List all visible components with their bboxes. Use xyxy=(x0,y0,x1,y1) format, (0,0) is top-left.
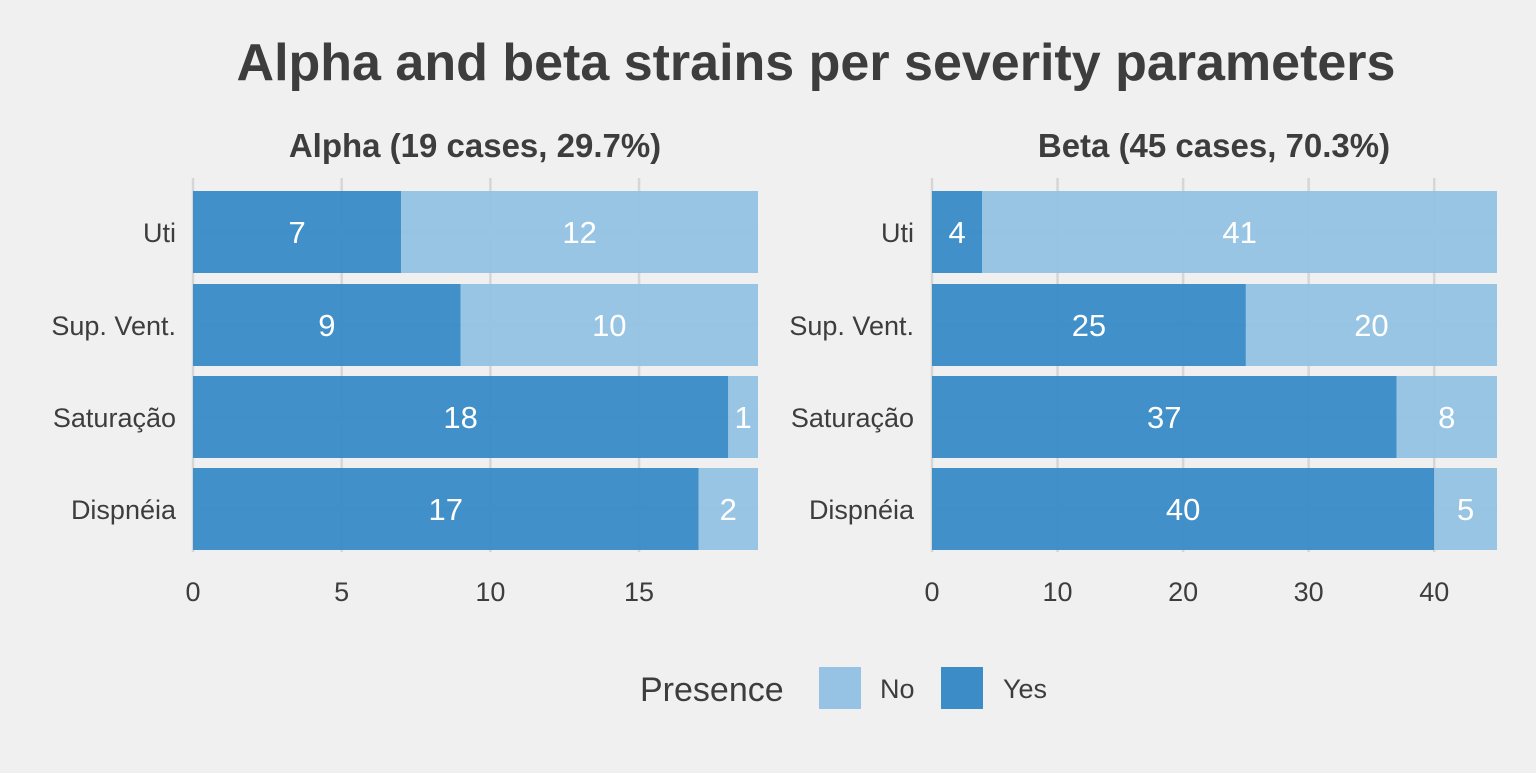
bar-dispneia-no xyxy=(1434,468,1497,550)
panel-alpha: Alpha (19 cases, 29.7%) 0 5 10 15 Uti Sup. Ven… xyxy=(51,127,758,607)
x-tick-label: 10 xyxy=(475,577,505,607)
data-label-uti-yes: 4 xyxy=(948,215,965,250)
data-label-saturacao-no: 8 xyxy=(1438,400,1455,435)
bar-saturacao-yes xyxy=(932,376,1397,458)
data-label-uti-yes: 7 xyxy=(288,215,305,250)
y-tick-label-uti: Uti xyxy=(143,218,176,248)
x-tick-label: 5 xyxy=(334,577,349,607)
data-label-sup-vent-no: 20 xyxy=(1354,308,1388,343)
data-label-dispneia-yes: 40 xyxy=(1166,492,1200,527)
bar-uti-no xyxy=(982,191,1497,273)
bar-uti-yes xyxy=(932,191,983,273)
data-label-dispneia-no: 2 xyxy=(720,492,737,527)
panel-beta: Beta (45 cases, 70.3%) 0 10 20 30 40 Uti Sup. V… xyxy=(789,127,1497,607)
bar-sup-vent-no xyxy=(460,284,758,366)
legend-swatch-yes xyxy=(941,667,983,709)
bar-sup-vent-yes xyxy=(932,284,1246,366)
data-label-dispneia-yes: 17 xyxy=(429,492,463,527)
data-label-saturacao-yes: 18 xyxy=(443,400,477,435)
bar-saturacao-yes xyxy=(193,376,729,458)
data-label-sup-vent-yes: 9 xyxy=(318,308,335,343)
panel-title-beta: Beta (45 cases, 70.3%) xyxy=(1038,127,1390,164)
legend-swatch-no xyxy=(819,667,861,709)
bar-uti-yes xyxy=(193,191,402,273)
x-tick-label: 15 xyxy=(624,577,654,607)
bar-sup-vent-no xyxy=(1245,284,1497,366)
data-label-dispneia-no: 5 xyxy=(1457,492,1474,527)
chart-title: Alpha and beta strains per severity para… xyxy=(237,34,1396,92)
panel-title-alpha: Alpha (19 cases, 29.7%) xyxy=(289,127,661,164)
legend: Presence No Yes xyxy=(640,667,1047,709)
legend-label-yes: Yes xyxy=(1003,674,1047,704)
x-tick-label: 0 xyxy=(185,577,200,607)
bar-dispneia-no xyxy=(698,468,758,550)
y-tick-label-dispneia: Dispnéia xyxy=(71,495,177,525)
legend-label-no: No xyxy=(880,674,915,704)
x-tick-label: 40 xyxy=(1419,577,1449,607)
bar-saturacao-no xyxy=(728,376,758,458)
data-label-saturacao-yes: 37 xyxy=(1147,400,1181,435)
y-tick-label-sup-vent: Sup. Vent. xyxy=(789,311,914,341)
x-tick-label: 10 xyxy=(1043,577,1073,607)
y-tick-label-sup-vent: Sup. Vent. xyxy=(51,311,176,341)
bar-sup-vent-yes xyxy=(193,284,461,366)
y-tick-label-saturacao: Saturação xyxy=(53,403,176,433)
bar-dispneia-yes xyxy=(193,468,699,550)
data-label-uti-no: 12 xyxy=(562,215,596,250)
data-label-uti-no: 41 xyxy=(1222,215,1256,250)
bar-uti-no xyxy=(401,191,758,273)
data-label-sup-vent-yes: 25 xyxy=(1072,308,1106,343)
y-tick-label-saturacao: Saturação xyxy=(791,403,914,433)
data-label-sup-vent-no: 10 xyxy=(592,308,626,343)
legend-title: Presence xyxy=(640,671,784,709)
bar-saturacao-no xyxy=(1396,376,1497,458)
y-tick-label-uti: Uti xyxy=(881,218,914,248)
x-tick-label: 20 xyxy=(1168,577,1198,607)
y-tick-label-dispneia: Dispnéia xyxy=(809,495,915,525)
x-tick-label: 30 xyxy=(1294,577,1324,607)
bar-dispneia-yes xyxy=(932,468,1435,550)
data-label-saturacao-no: 1 xyxy=(735,400,752,435)
x-tick-label: 0 xyxy=(924,577,939,607)
